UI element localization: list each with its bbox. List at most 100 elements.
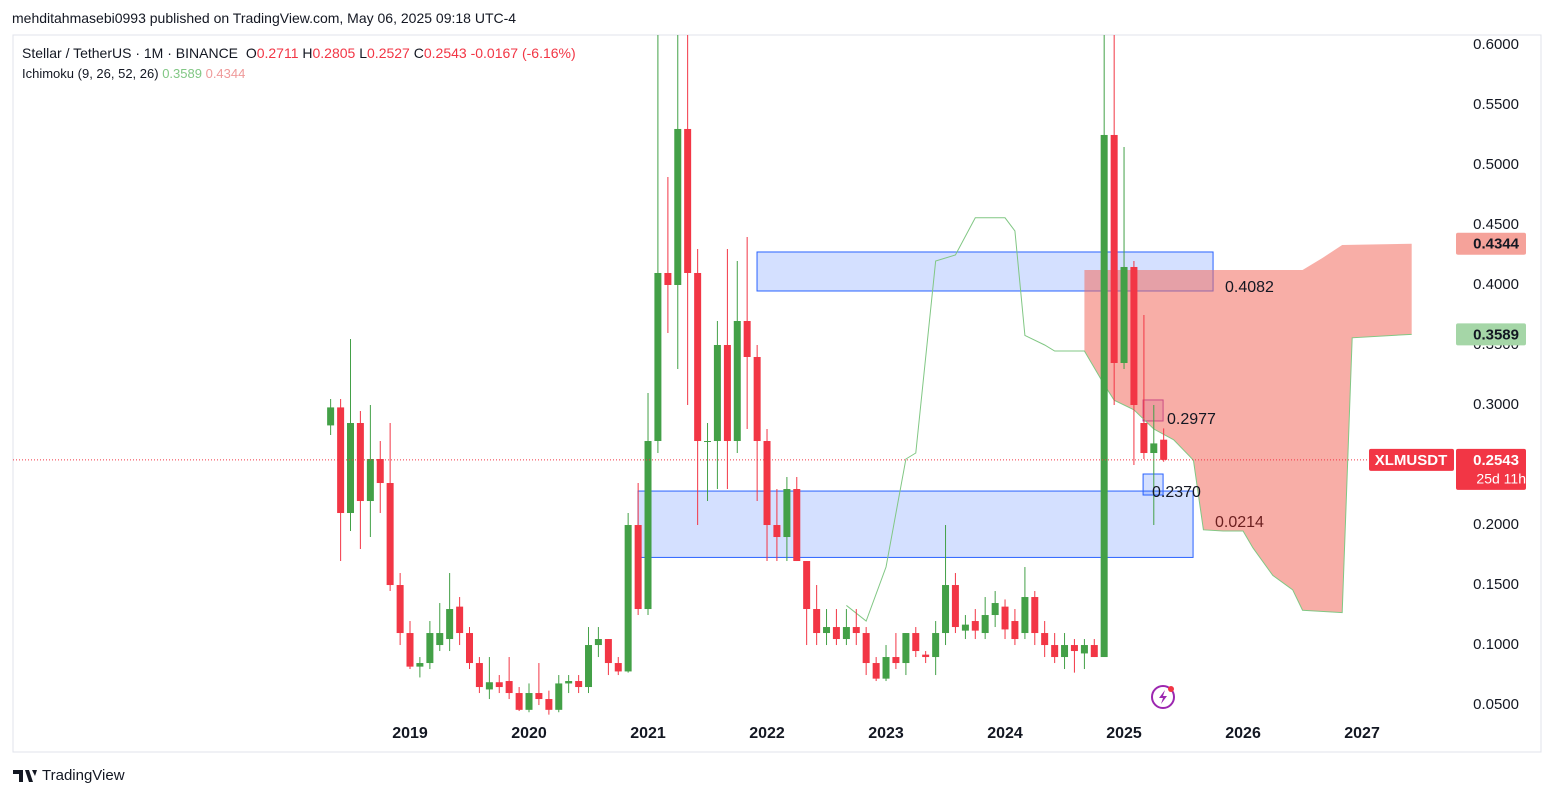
candle-body xyxy=(1021,597,1029,634)
candle-body xyxy=(594,639,602,646)
candle-body xyxy=(971,621,979,631)
candle-body xyxy=(1150,443,1158,454)
indicator-value: 0.4344 xyxy=(205,66,246,81)
candle-body xyxy=(525,693,533,710)
annotation-label: 0.0214 xyxy=(1215,514,1264,531)
replay-icon[interactable] xyxy=(1151,685,1175,709)
candle-body xyxy=(793,489,801,562)
candle-body xyxy=(644,441,652,610)
candle-body xyxy=(515,693,523,710)
candle-body xyxy=(555,683,563,710)
candle-body xyxy=(585,645,593,688)
candle-body xyxy=(733,320,741,442)
price-tag: 0.2543 xyxy=(1473,452,1519,469)
candle-body xyxy=(942,585,950,634)
candle-body xyxy=(872,663,880,679)
candle-body xyxy=(823,627,831,634)
candle-body xyxy=(912,633,920,652)
span-a-tag-box xyxy=(1456,323,1526,346)
y-tick-label: 0.2000 xyxy=(1473,516,1519,533)
ohlc-value: 0.2805 xyxy=(312,45,356,61)
symbol-title: Stellar / TetherUS · 1M · BINANCE xyxy=(22,45,239,61)
candle-body xyxy=(1070,645,1078,652)
candle-body xyxy=(416,663,424,667)
candle-body xyxy=(832,627,840,640)
candle-body xyxy=(565,681,573,684)
candle-body xyxy=(684,128,692,273)
candle-body xyxy=(674,128,682,285)
candle-body xyxy=(1061,645,1069,658)
span-a-tag: 0.3589 xyxy=(1473,326,1519,343)
candle-body xyxy=(1090,645,1098,658)
candle-body xyxy=(1110,134,1118,363)
candle-body xyxy=(654,272,662,442)
candle-body xyxy=(396,585,404,634)
candle-body xyxy=(694,272,702,442)
candle-body xyxy=(634,525,642,610)
candle-body xyxy=(1080,645,1088,654)
ohlc-label: H xyxy=(302,45,313,61)
candle-body xyxy=(932,633,940,658)
candle-body xyxy=(704,441,712,443)
candle-body xyxy=(485,682,493,690)
candle-body xyxy=(1041,633,1049,646)
annotation-label: 0.2370 xyxy=(1152,484,1201,501)
y-tick-label: 0.5000 xyxy=(1473,156,1519,173)
y-tick-label: 0.4500 xyxy=(1473,216,1519,233)
candle-body xyxy=(991,603,999,616)
ohlc-label: L xyxy=(359,45,368,61)
candle-body xyxy=(614,663,622,672)
indicator-value: 0.3589 xyxy=(162,66,202,81)
x-tick-label: 2020 xyxy=(511,725,547,742)
candle-body xyxy=(892,657,900,664)
candle-body xyxy=(426,633,434,664)
candle-body xyxy=(882,657,890,679)
candle-body xyxy=(981,615,989,634)
candle-body xyxy=(842,627,850,640)
y-tick-label: 0.1000 xyxy=(1473,636,1519,653)
chart-frame xyxy=(12,34,1542,753)
candle-body xyxy=(961,624,969,631)
candle-body xyxy=(327,407,335,426)
annotation-label: 0.4082 xyxy=(1225,279,1274,296)
candle-body xyxy=(436,633,444,646)
candle-body xyxy=(386,483,394,586)
candle-body xyxy=(1100,134,1108,658)
zone xyxy=(637,490,1194,558)
candle-body xyxy=(773,525,781,538)
candle-body xyxy=(456,606,464,634)
candle-body xyxy=(505,681,513,694)
candle-body xyxy=(1051,645,1059,658)
symbol-legend: Stellar / TetherUS · 1M · BINANCE O0.271… xyxy=(22,45,576,61)
candle-body xyxy=(347,423,355,514)
brand: TradingView xyxy=(42,767,125,784)
candle-body xyxy=(495,682,503,688)
indicator-name: Ichimoku (9, 26, 52, 26) xyxy=(22,66,159,81)
candle-body xyxy=(922,654,930,658)
tradingview-logo[interactable] xyxy=(13,770,37,782)
countdown: 25d 11h xyxy=(1476,471,1526,487)
symbol-tag-box xyxy=(1369,448,1454,471)
candle-body xyxy=(862,633,870,664)
change: -0.0167 xyxy=(470,45,519,61)
ohlc-label: C xyxy=(413,45,424,61)
attribution: mehditahmasebi0993 published on TradingV… xyxy=(12,10,517,26)
candle-body xyxy=(803,561,811,610)
candle-body xyxy=(475,663,483,688)
candle-body xyxy=(406,633,414,667)
candle-body xyxy=(902,633,910,664)
candle-body xyxy=(604,639,612,664)
change-pct: (-6.16%) xyxy=(521,45,576,61)
candle-body xyxy=(446,609,454,640)
candle-body xyxy=(723,344,731,442)
candle-body xyxy=(743,320,751,357)
candle-body xyxy=(783,489,791,538)
y-tick-label: 0.5500 xyxy=(1473,96,1519,113)
indicator-legend: Ichimoku (9, 26, 52, 26) 0.3589 0.4344 xyxy=(22,66,245,81)
candle-body xyxy=(713,344,721,442)
candle-body xyxy=(1031,597,1039,634)
y-tick-label: 0.0500 xyxy=(1473,696,1519,713)
x-tick-label: 2023 xyxy=(868,725,904,742)
span-a-line xyxy=(846,217,1412,622)
ohlc-label: O xyxy=(245,45,257,61)
